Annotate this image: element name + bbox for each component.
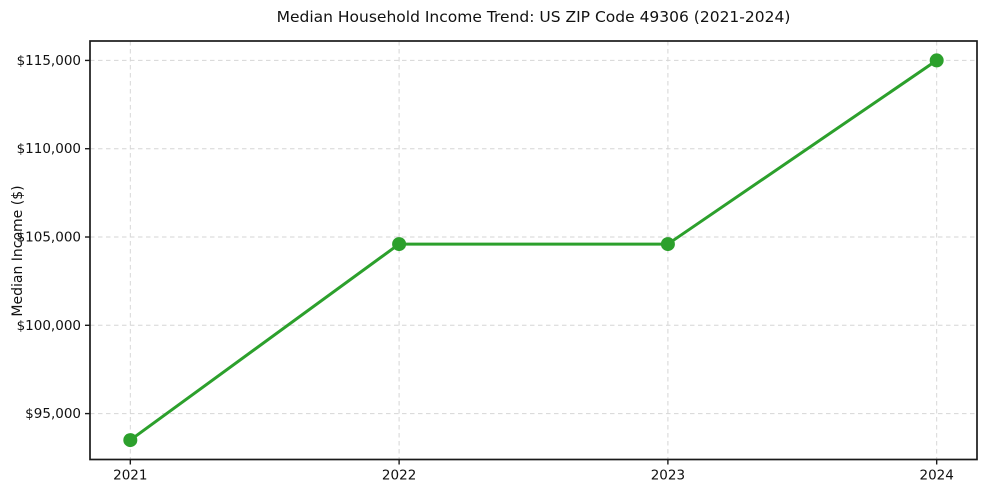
x-tick-label: 2022 bbox=[382, 468, 416, 484]
y-tick-label: $95,000 bbox=[25, 406, 81, 422]
data-point-2024 bbox=[929, 53, 944, 68]
plot-border bbox=[89, 40, 978, 461]
chart-title: Median Household Income Trend: US ZIP Co… bbox=[276, 8, 791, 26]
x-tick-label: 2023 bbox=[651, 468, 685, 484]
y-tick-label: $105,000 bbox=[17, 230, 81, 246]
data-point-2021 bbox=[123, 433, 138, 448]
y-tick-label: $115,000 bbox=[17, 53, 81, 69]
data-point-2023 bbox=[660, 237, 675, 252]
y-tick-label: $100,000 bbox=[17, 318, 81, 334]
data-point-2022 bbox=[392, 237, 407, 252]
x-tick-label: 2024 bbox=[920, 468, 954, 484]
trend-line bbox=[128, 58, 939, 442]
x-tick-label: 2021 bbox=[113, 468, 147, 484]
y-tick-label: $110,000 bbox=[17, 141, 81, 157]
